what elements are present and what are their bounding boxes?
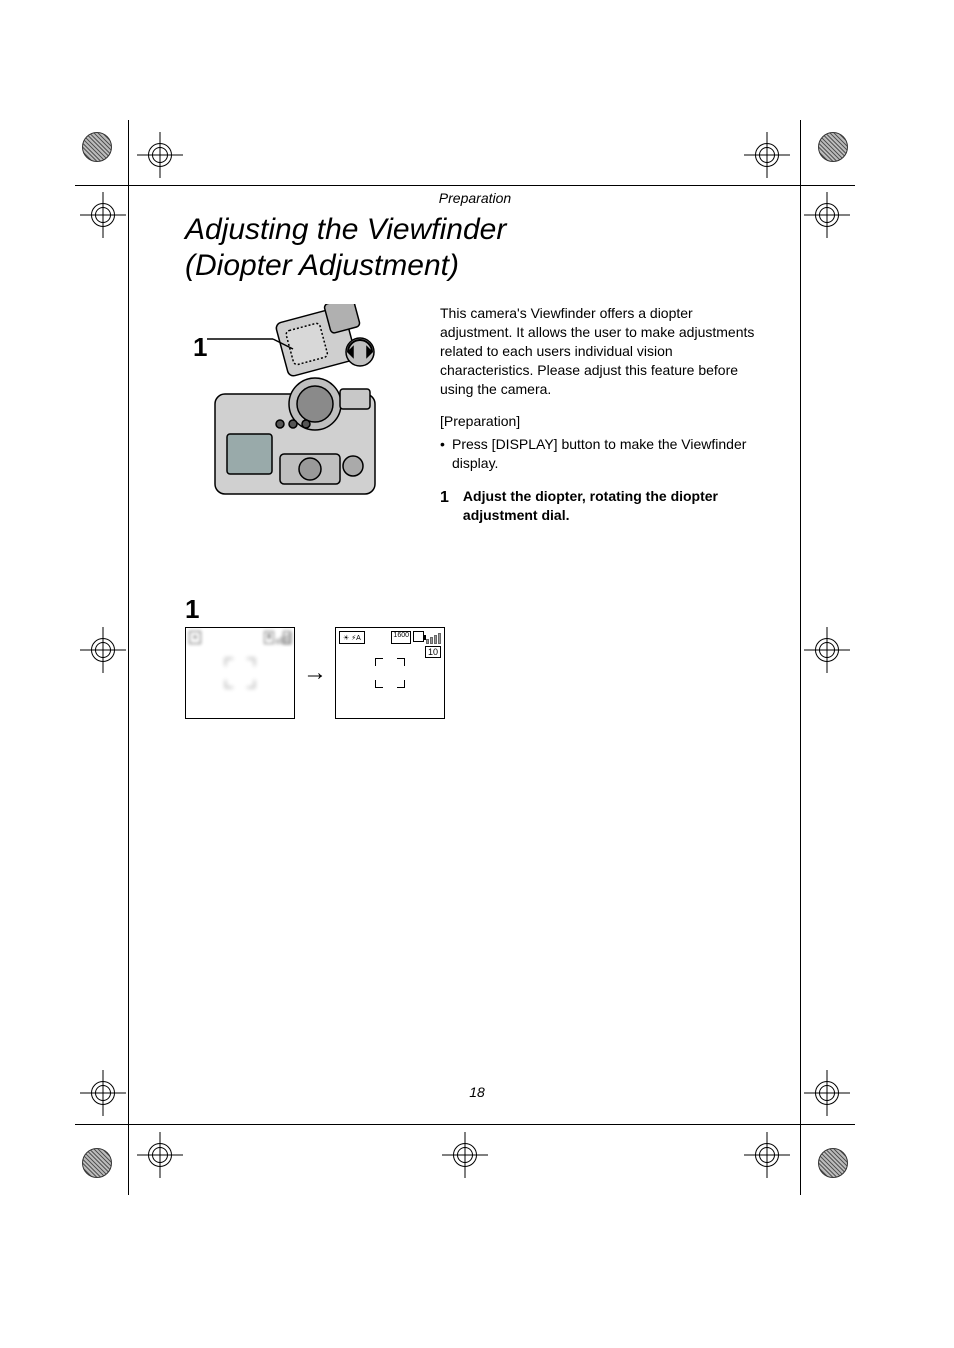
crosshair-mr bbox=[812, 635, 842, 665]
callout-number-2: 1 bbox=[185, 594, 445, 625]
vf-shot-count: 10 bbox=[425, 646, 441, 658]
memory-bars-icon bbox=[426, 631, 441, 644]
crosshair-ml bbox=[88, 635, 118, 665]
page-body: Preparation Adjusting the Viewfinder (Di… bbox=[185, 190, 765, 719]
crop-line-h2 bbox=[75, 1124, 855, 1125]
crosshair-tl bbox=[145, 140, 175, 170]
vf-before-chip-left: ● bbox=[189, 631, 201, 644]
vf-after-chip-left: ☀︎ ⚡︎A bbox=[339, 631, 365, 644]
viewfinder-after: ☀︎ ⚡︎A 1600 10 bbox=[335, 627, 445, 719]
step-1: 1 Adjust the diopter, rotating the diopt… bbox=[440, 487, 765, 525]
page-title: Adjusting the Viewfinder (Diopter Adjust… bbox=[185, 212, 765, 284]
crosshair-bl bbox=[145, 1140, 175, 1170]
intro-paragraph: This camera's Viewfinder offers a diopte… bbox=[440, 304, 765, 398]
crosshair-tr2 bbox=[812, 200, 842, 230]
viewfinder-before: ● ▮ bbox=[185, 627, 295, 719]
registration-ball-br bbox=[818, 1148, 848, 1178]
battery-icon bbox=[413, 631, 424, 642]
title-line-1: Adjusting the Viewfinder bbox=[185, 213, 506, 246]
crosshair-bc bbox=[450, 1140, 480, 1170]
crop-line-v1 bbox=[128, 120, 129, 1195]
step-number: 1 bbox=[440, 487, 449, 525]
camera-illustration: 1 bbox=[185, 304, 420, 534]
crop-line-h1 bbox=[75, 185, 855, 186]
preparation-heading: [Preparation] bbox=[440, 412, 765, 431]
arrow-right-icon: → bbox=[303, 659, 327, 687]
crosshair-br bbox=[752, 1140, 782, 1170]
vf-before-focus-brackets bbox=[225, 658, 255, 688]
callout-number-1: 1 bbox=[193, 332, 207, 363]
crosshair-tl2 bbox=[88, 200, 118, 230]
crop-line-v2 bbox=[800, 120, 801, 1195]
registration-ball-tr bbox=[818, 132, 848, 162]
preparation-bullet: Press [DISPLAY] button to make the Viewf… bbox=[440, 435, 765, 473]
registration-ball-tl bbox=[82, 132, 112, 162]
vf-after-size-chip: 1600 bbox=[391, 631, 411, 644]
title-line-2: (Diopter Adjustment) bbox=[185, 249, 459, 282]
page-number: 18 bbox=[0, 1084, 954, 1100]
viewfinder-comparison: 1 ● ▮ → bbox=[185, 594, 445, 719]
step-instruction: Adjust the diopter, rotating the diopter… bbox=[463, 487, 765, 525]
vf-after-focus-brackets bbox=[375, 658, 405, 688]
crosshair-tr bbox=[752, 140, 782, 170]
registration-ball-bl bbox=[82, 1148, 112, 1178]
section-label: Preparation bbox=[185, 190, 765, 206]
camera-svg bbox=[185, 304, 405, 514]
